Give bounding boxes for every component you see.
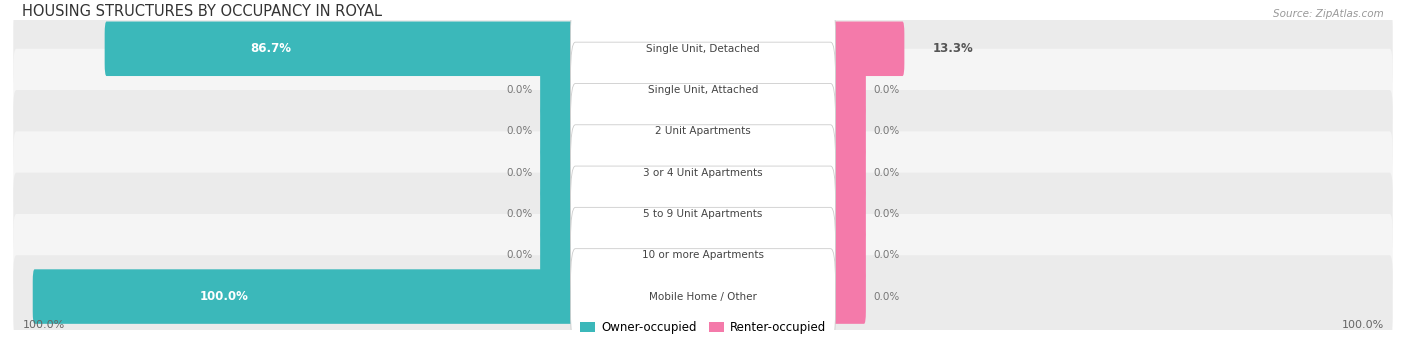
Text: 10 or more Apartments: 10 or more Apartments xyxy=(643,250,763,260)
FancyBboxPatch shape xyxy=(13,131,1393,214)
Text: Mobile Home / Other: Mobile Home / Other xyxy=(650,292,756,301)
Text: 0.0%: 0.0% xyxy=(873,168,900,178)
Text: 100.0%: 100.0% xyxy=(200,290,249,303)
FancyBboxPatch shape xyxy=(571,249,835,341)
FancyBboxPatch shape xyxy=(540,187,578,241)
FancyBboxPatch shape xyxy=(571,42,835,138)
Text: 0.0%: 0.0% xyxy=(506,127,533,136)
FancyBboxPatch shape xyxy=(13,214,1393,297)
FancyBboxPatch shape xyxy=(104,21,578,76)
Text: 0.0%: 0.0% xyxy=(873,209,900,219)
FancyBboxPatch shape xyxy=(571,1,835,97)
FancyBboxPatch shape xyxy=(828,228,866,283)
Text: HOUSING STRUCTURES BY OCCUPANCY IN ROYAL: HOUSING STRUCTURES BY OCCUPANCY IN ROYAL xyxy=(22,4,382,19)
FancyBboxPatch shape xyxy=(13,255,1393,338)
FancyBboxPatch shape xyxy=(540,228,578,283)
FancyBboxPatch shape xyxy=(571,125,835,221)
Text: 0.0%: 0.0% xyxy=(506,209,533,219)
Text: 13.3%: 13.3% xyxy=(934,42,974,55)
FancyBboxPatch shape xyxy=(828,269,866,324)
Text: Single Unit, Detached: Single Unit, Detached xyxy=(647,44,759,54)
FancyBboxPatch shape xyxy=(828,145,866,200)
Text: 100.0%: 100.0% xyxy=(22,320,65,330)
FancyBboxPatch shape xyxy=(828,187,866,241)
Text: 86.7%: 86.7% xyxy=(250,42,291,55)
Text: 3 or 4 Unit Apartments: 3 or 4 Unit Apartments xyxy=(643,168,763,178)
FancyBboxPatch shape xyxy=(540,145,578,200)
Text: 0.0%: 0.0% xyxy=(506,168,533,178)
FancyBboxPatch shape xyxy=(13,173,1393,255)
Text: 0.0%: 0.0% xyxy=(873,127,900,136)
FancyBboxPatch shape xyxy=(540,63,578,117)
FancyBboxPatch shape xyxy=(828,63,866,117)
Text: 0.0%: 0.0% xyxy=(873,250,900,260)
Text: 2 Unit Apartments: 2 Unit Apartments xyxy=(655,127,751,136)
Text: 0.0%: 0.0% xyxy=(873,292,900,301)
Legend: Owner-occupied, Renter-occupied: Owner-occupied, Renter-occupied xyxy=(575,317,831,339)
Text: Source: ZipAtlas.com: Source: ZipAtlas.com xyxy=(1272,9,1384,19)
Text: 0.0%: 0.0% xyxy=(506,85,533,95)
Text: 0.0%: 0.0% xyxy=(506,250,533,260)
FancyBboxPatch shape xyxy=(13,8,1393,90)
FancyBboxPatch shape xyxy=(571,166,835,262)
FancyBboxPatch shape xyxy=(828,104,866,159)
Text: 0.0%: 0.0% xyxy=(873,85,900,95)
Text: 100.0%: 100.0% xyxy=(1341,320,1384,330)
FancyBboxPatch shape xyxy=(32,269,578,324)
FancyBboxPatch shape xyxy=(571,207,835,303)
FancyBboxPatch shape xyxy=(13,90,1393,173)
Text: Single Unit, Attached: Single Unit, Attached xyxy=(648,85,758,95)
Text: 5 to 9 Unit Apartments: 5 to 9 Unit Apartments xyxy=(644,209,762,219)
FancyBboxPatch shape xyxy=(571,84,835,179)
FancyBboxPatch shape xyxy=(828,21,904,76)
FancyBboxPatch shape xyxy=(13,49,1393,131)
FancyBboxPatch shape xyxy=(540,104,578,159)
